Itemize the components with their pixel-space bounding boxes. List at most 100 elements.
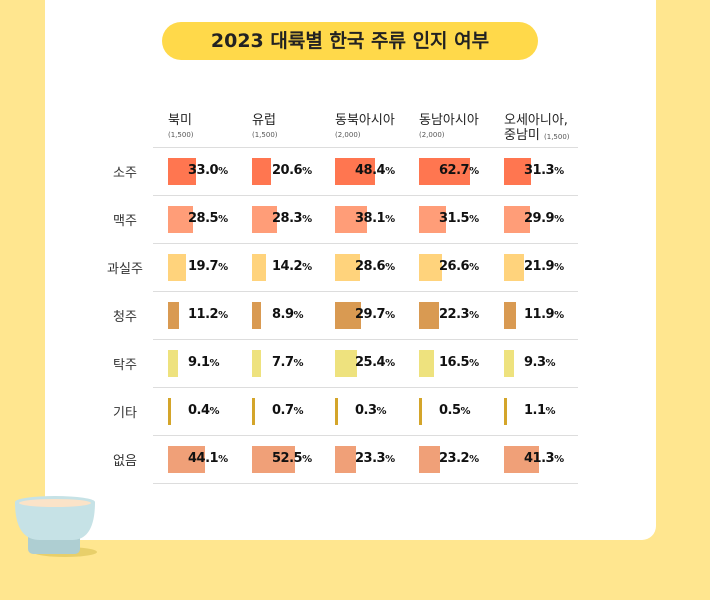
column-header: 동북아시아 (2,000) (335, 113, 419, 143)
column-header: 북미 (1,500) (168, 113, 252, 143)
row-divider (153, 387, 578, 388)
bar (419, 350, 435, 377)
value-label: 23.3% (355, 451, 395, 466)
row-label: 탁주 (113, 358, 137, 373)
value-label: 29.9% (524, 211, 564, 226)
value-label: 0.7% (272, 403, 304, 418)
row-divider (153, 195, 578, 196)
value-label: 26.6% (439, 259, 479, 274)
bar (335, 158, 376, 185)
column-name: 북미 (168, 113, 192, 128)
bar (252, 254, 266, 281)
column-name: 동남아시아 (419, 113, 479, 128)
column-n: (1,500) (252, 131, 278, 139)
value-label: 62.7% (439, 163, 479, 178)
bar (168, 446, 205, 473)
column-header: 오세아니아, 중남미 (1,500) (504, 113, 588, 145)
row-divider (153, 147, 578, 148)
row-label: 과실주 (107, 262, 143, 277)
bar (252, 350, 261, 377)
value-label: 0.3% (355, 403, 387, 418)
column-n: (1,500) (168, 131, 194, 139)
row-label: 기타 (113, 406, 137, 421)
bar (335, 350, 358, 377)
row-label: 청주 (113, 310, 137, 325)
row-divider (153, 435, 578, 436)
bar (168, 206, 193, 233)
bar (504, 302, 516, 329)
bar (168, 254, 186, 281)
value-label: 1.1% (524, 403, 556, 418)
column-name: 유럽 (252, 113, 276, 128)
column-name: 동북아시아 (335, 113, 395, 128)
column-header: 유럽 (1,500) (252, 113, 336, 143)
value-label: 9.3% (524, 355, 556, 370)
value-label: 38.1% (355, 211, 395, 226)
value-label: 23.2% (439, 451, 479, 466)
value-label: 11.2% (188, 307, 228, 322)
bar (335, 398, 338, 425)
bar (168, 302, 180, 329)
bar (504, 254, 524, 281)
row-divider (153, 291, 578, 292)
value-label: 11.9% (524, 307, 564, 322)
bar (504, 350, 514, 377)
bar (168, 158, 197, 185)
value-label: 41.3% (524, 451, 564, 466)
bar (504, 446, 539, 473)
bar (419, 254, 443, 281)
row-label: 없음 (113, 454, 137, 469)
bar (504, 158, 531, 185)
value-label: 28.5% (188, 211, 228, 226)
bar (252, 158, 271, 185)
value-label: 0.5% (439, 403, 471, 418)
column-n: (2,000) (335, 131, 361, 139)
value-label: 48.4% (355, 163, 395, 178)
value-label: 7.7% (272, 355, 304, 370)
value-label: 20.6% (272, 163, 312, 178)
value-label: 28.3% (272, 211, 312, 226)
value-label: 44.1% (188, 451, 228, 466)
value-label: 8.9% (272, 307, 304, 322)
bar (419, 158, 471, 185)
value-label: 14.2% (272, 259, 312, 274)
column-header: 동남아시아 (2,000) (419, 113, 503, 143)
value-label: 21.9% (524, 259, 564, 274)
value-label: 22.3% (439, 307, 479, 322)
bar (252, 302, 262, 329)
bar (419, 446, 440, 473)
bar (335, 446, 356, 473)
column-n: (2,000) (419, 131, 445, 139)
value-label: 31.3% (524, 163, 564, 178)
value-label: 33.0% (188, 163, 228, 178)
value-label: 0.4% (188, 403, 220, 418)
row-divider (153, 483, 578, 484)
bar (252, 206, 277, 233)
bar (504, 206, 530, 233)
value-label: 29.7% (355, 307, 395, 322)
row-label: 맥주 (113, 214, 137, 229)
bar (419, 302, 439, 329)
bar (252, 446, 296, 473)
column-name: 중남미 (1,500) (504, 128, 570, 143)
bar (419, 398, 422, 425)
bar (168, 398, 171, 425)
bar (419, 206, 447, 233)
row-label: 소주 (113, 166, 137, 181)
column-n: (1,500) (544, 133, 570, 141)
bar (335, 302, 361, 329)
value-label: 19.7% (188, 259, 228, 274)
row-divider (153, 243, 578, 244)
value-label: 28.6% (355, 259, 395, 274)
bar (252, 398, 256, 425)
value-label: 31.5% (439, 211, 479, 226)
bar (168, 350, 178, 377)
chart-title: 2023 대륙별 한국 주류 인지 여부 (162, 22, 538, 60)
bar (504, 398, 508, 425)
bowl-icon (15, 496, 97, 557)
value-label: 16.5% (439, 355, 479, 370)
bar (335, 254, 360, 281)
bar (335, 206, 368, 233)
value-label: 25.4% (355, 355, 395, 370)
column-name: 오세아니아, (504, 113, 568, 128)
